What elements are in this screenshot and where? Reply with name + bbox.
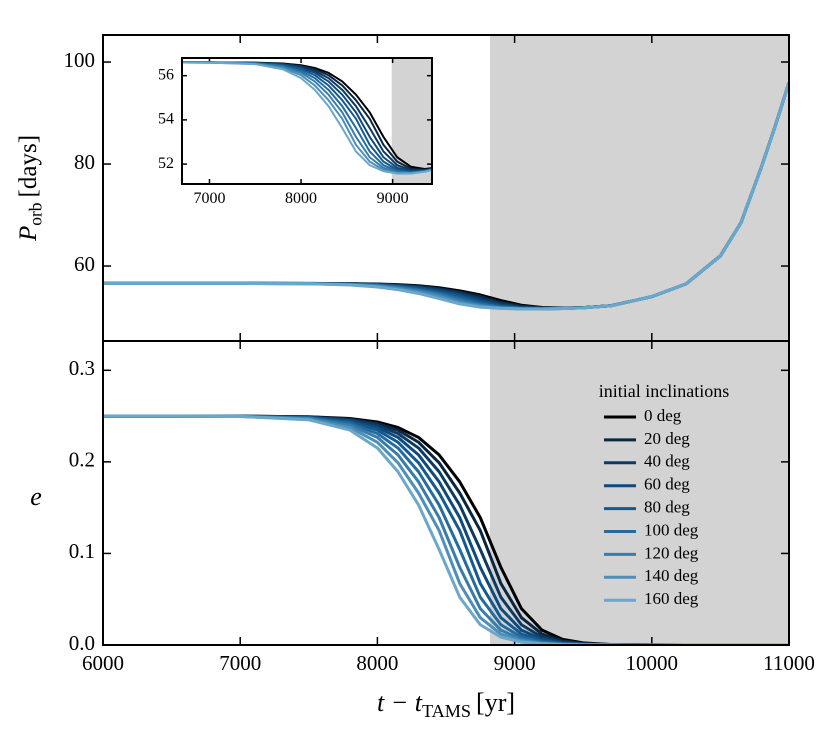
legend-label: 120 deg: [644, 543, 699, 562]
axis-label-subscript: TAMS: [422, 701, 471, 721]
y-tick-label: 0.0: [69, 631, 95, 655]
y-tick-label: 0.1: [69, 539, 95, 563]
legend-label: 20 deg: [644, 429, 690, 448]
legend-label: 100 deg: [644, 520, 699, 539]
series-line: [103, 414, 789, 645]
legend-label: 140 deg: [644, 566, 699, 585]
axis-label-symbol: t − t: [377, 688, 423, 717]
plot-frame: [102, 340, 790, 646]
x-tick-label: 11000: [763, 651, 815, 675]
axis-label: t − tTAMS [yr]: [377, 688, 515, 721]
legend-label: 40 deg: [644, 452, 690, 471]
series-line: [103, 414, 789, 645]
legend-label: 60 deg: [644, 475, 690, 494]
x-tick-label: 7000: [219, 651, 261, 675]
axis-label-symbol: P: [15, 226, 42, 242]
y-tick-label: 100: [64, 48, 96, 72]
y-tick-label: 56: [158, 66, 174, 83]
x-tick-label: 8000: [356, 651, 398, 675]
axis-label: Porb [days]: [15, 135, 46, 242]
y-tick-label: 52: [158, 155, 174, 172]
y-tick-label: 0.3: [69, 356, 95, 380]
series-line: [103, 414, 789, 645]
inset-frame: [181, 57, 433, 185]
legend-label: 80 deg: [644, 498, 690, 517]
shaded-region: [489, 341, 789, 645]
shaded-region: [489, 35, 789, 341]
series-line: [103, 81, 789, 311]
x-tick-label: 6000: [82, 651, 124, 675]
series-line: [182, 61, 432, 175]
legend-label: 0 deg: [644, 406, 682, 425]
x-tick-label: 7000: [193, 190, 225, 207]
axis-label-unit: [days]: [15, 135, 42, 197]
x-tick-label: 9000: [377, 190, 409, 207]
y-tick-label: 54: [158, 111, 174, 128]
y-tick-label: 80: [74, 150, 95, 174]
axis-label-subscript: orb: [26, 202, 46, 226]
y-tick-label: 60: [74, 252, 95, 276]
y-axis-label: e: [30, 482, 42, 511]
axis-label-unit: [yr]: [476, 688, 515, 717]
legend-label: 160 deg: [644, 589, 699, 608]
x-tick-label: 10000: [626, 651, 679, 675]
x-tick-label: 9000: [494, 651, 536, 675]
legend-title: initial inclinations: [599, 381, 729, 401]
x-tick-label: 8000: [285, 190, 317, 207]
series-line: [103, 414, 789, 645]
y-tick-label: 0.2: [69, 448, 95, 472]
